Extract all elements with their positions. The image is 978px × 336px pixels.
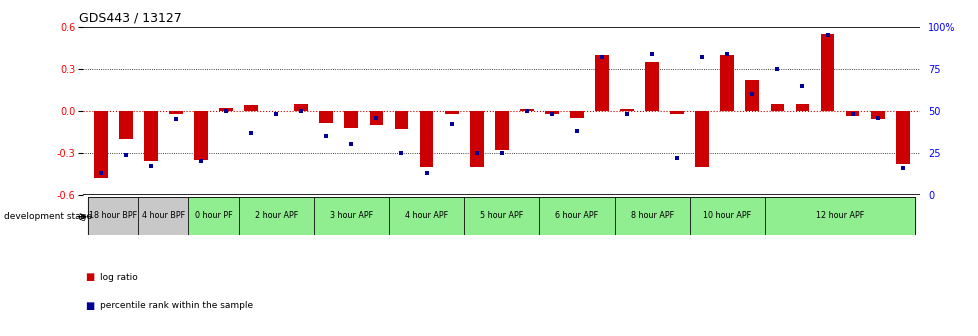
Bar [770,104,783,111]
Bar [895,111,909,164]
Bar [670,111,684,114]
Bar [614,197,689,235]
Point [743,91,759,97]
Bar [519,110,533,111]
Text: 18 hour BPF: 18 hour BPF [89,211,137,220]
Bar [545,111,558,114]
Point [419,170,434,176]
Bar [569,111,583,118]
Point [369,115,384,120]
Point [493,150,509,156]
Bar [469,111,483,167]
Point [268,112,284,117]
Text: percentile rank within the sample: percentile rank within the sample [100,301,252,310]
Bar [294,104,308,111]
Point [618,112,634,117]
Bar [619,110,634,111]
Bar [118,111,133,139]
Text: GDS443 / 13127: GDS443 / 13127 [79,11,182,24]
Point [819,33,834,38]
Bar [88,197,138,235]
Point [343,142,359,147]
Bar [244,105,258,111]
Bar [394,111,408,129]
Text: 10 hour APF: 10 hour APF [702,211,750,220]
Text: 8 hour APF: 8 hour APF [630,211,673,220]
Bar [869,111,884,119]
Point [794,83,810,88]
Bar [744,80,759,111]
Point [868,115,884,120]
Point [93,170,109,176]
Text: 6 hour APF: 6 hour APF [555,211,598,220]
Bar [369,111,383,125]
Bar [314,197,388,235]
Bar [539,197,614,235]
Text: ■: ■ [85,301,94,311]
Point [669,155,685,161]
Bar [420,111,433,167]
Bar [388,197,464,235]
Bar [764,197,914,235]
Point [894,165,910,171]
Bar [845,111,859,117]
Text: 5 hour APF: 5 hour APF [479,211,523,220]
Text: development stage: development stage [4,212,92,221]
Bar [645,62,658,111]
Point [693,54,709,60]
Bar [144,111,157,161]
Text: 3 hour APF: 3 hour APF [330,211,373,220]
Point [468,150,484,156]
Point [568,128,584,134]
Point [719,51,734,56]
Text: ■: ■ [85,272,94,282]
Point [318,133,333,139]
Point [168,117,184,122]
Point [518,108,534,114]
Bar [820,34,833,111]
Bar [138,197,189,235]
Text: log ratio: log ratio [100,273,138,282]
Bar [795,104,809,111]
Bar [494,111,509,150]
Text: 4 hour BPF: 4 hour BPF [142,211,185,220]
Point [844,112,860,117]
Bar [689,197,764,235]
Bar [595,55,608,111]
Point [143,164,158,169]
Point [443,122,459,127]
Bar [720,55,734,111]
Point [544,112,559,117]
Bar [219,108,233,111]
Bar [694,111,708,167]
Bar [94,111,108,178]
Bar [169,111,183,114]
Text: 4 hour APF: 4 hour APF [405,211,448,220]
Bar [189,197,239,235]
Text: 0 hour PF: 0 hour PF [195,211,232,220]
Point [594,54,609,60]
Bar [464,197,539,235]
Point [218,108,234,114]
Point [393,150,409,156]
Point [293,108,309,114]
Bar [239,197,314,235]
Text: 12 hour APF: 12 hour APF [815,211,864,220]
Point [193,159,208,164]
Text: 2 hour APF: 2 hour APF [254,211,297,220]
Bar [444,111,458,114]
Bar [344,111,358,128]
Point [769,66,784,72]
Point [118,152,134,157]
Bar [194,111,207,160]
Point [244,130,259,135]
Point [644,51,659,56]
Bar [319,111,333,124]
